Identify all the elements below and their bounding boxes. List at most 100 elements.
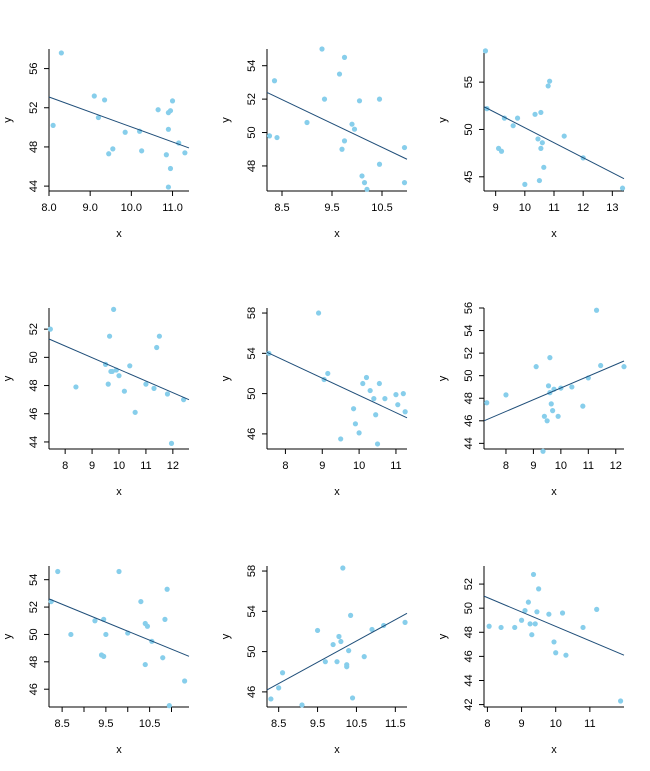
data-point (142, 620, 148, 627)
data-point (530, 571, 537, 578)
data-point (535, 136, 541, 142)
data-point (162, 616, 168, 622)
data-point (594, 606, 600, 612)
data-point (304, 119, 310, 126)
data-point (536, 177, 543, 184)
data-point (580, 403, 586, 409)
data-point (103, 631, 109, 638)
data-point (532, 621, 538, 627)
data-point (330, 641, 336, 648)
data-point (522, 181, 528, 187)
data-point (274, 134, 280, 141)
x-tick-label: 9 (89, 460, 95, 472)
y-tick-label: 50 (463, 123, 475, 135)
data-point (346, 648, 352, 654)
y-tick-label: 52 (463, 347, 475, 359)
data-point (315, 310, 322, 316)
x-tick-label: 9.5 (98, 718, 113, 730)
x-tick-label: 8 (62, 460, 68, 472)
data-point (376, 96, 383, 102)
x-tick-label: 8.5 (271, 718, 286, 730)
data-point (121, 388, 127, 394)
data-point (156, 333, 162, 339)
data-point (402, 619, 408, 626)
data-point (555, 413, 561, 419)
data-point (105, 381, 111, 387)
x-tick-label: 10.5 (346, 718, 367, 730)
y-tick-label: 50 (28, 628, 40, 640)
data-point (361, 180, 368, 186)
x-tick-label: 9 (530, 460, 536, 472)
data-point (321, 96, 328, 102)
x-tick-label: 10 (353, 460, 365, 472)
data-point (322, 659, 328, 665)
scatter-panel-9: 8 9 10 11 42 44 46 48 50 52 x y (437, 566, 625, 756)
y-axis-title: y (2, 117, 14, 123)
data-point (367, 387, 373, 394)
data-point (336, 633, 342, 640)
data-point (400, 391, 406, 397)
y-tick-label: 50 (463, 370, 475, 382)
y-tick-label: 58 (246, 565, 258, 577)
data-point (532, 111, 538, 117)
x-tick-label: 10 (113, 460, 125, 472)
data-point (550, 408, 556, 414)
data-point (373, 412, 379, 418)
data-point (268, 696, 274, 702)
y-axis-title: y (437, 117, 449, 123)
data-point (551, 639, 557, 645)
data-point (122, 129, 128, 135)
data-point (160, 655, 166, 661)
data-point (352, 421, 359, 427)
data-point (163, 152, 169, 158)
data-point (106, 151, 112, 157)
regression-line (266, 91, 408, 160)
x-tick-label: 9 (518, 718, 524, 730)
data-point (536, 586, 542, 592)
data-point (139, 148, 145, 154)
y-tick-label: 48 (463, 626, 475, 638)
data-point (393, 392, 399, 398)
x-tick-label: 9.5 (310, 718, 325, 730)
data-point (182, 150, 188, 156)
data-point (359, 173, 365, 179)
data-point (92, 618, 98, 624)
data-point (541, 164, 547, 170)
data-point (533, 364, 539, 370)
y-tick-label: 48 (463, 392, 475, 404)
data-point (68, 631, 74, 638)
data-point (338, 638, 344, 645)
data-point (356, 98, 363, 104)
data-point (547, 78, 553, 84)
y-tick-label: 52 (246, 93, 258, 105)
data-point (503, 392, 509, 398)
data-point (167, 165, 174, 172)
x-tick-label: 8.0 (41, 202, 56, 214)
y-tick-label: 50 (463, 602, 475, 614)
data-point (101, 653, 107, 659)
y-tick-label: 54 (246, 605, 258, 617)
y-tick-label: 56 (28, 62, 40, 74)
scatter-panel-3: 9 10 11 12 13 45 50 55 x y (437, 48, 626, 240)
x-tick-label: 12 (610, 460, 622, 472)
data-point (593, 307, 600, 313)
data-point (538, 145, 544, 151)
data-point (348, 612, 354, 618)
regression-line (266, 612, 408, 691)
data-point (167, 108, 174, 114)
data-point (349, 695, 356, 701)
data-point (58, 50, 64, 56)
data-point (510, 123, 516, 129)
data-point (598, 362, 604, 369)
y-tick-label: 50 (246, 645, 258, 657)
data-point (55, 568, 61, 575)
x-tick-label: 8 (503, 460, 509, 472)
x-tick-label: 9.0 (83, 202, 98, 214)
y-axis-title: y (2, 633, 14, 639)
y-tick-label: 50 (28, 351, 40, 363)
data-point (376, 161, 383, 167)
scatter-panel-5: 8 9 10 11 46 50 54 58 x y (220, 307, 408, 498)
x-tick-label: 10.0 (121, 202, 142, 214)
scatter-panel-7: 8.5 9.5 10.5 46 48 50 52 54 x y (2, 566, 190, 756)
y-tick-label: 56 (463, 302, 475, 314)
